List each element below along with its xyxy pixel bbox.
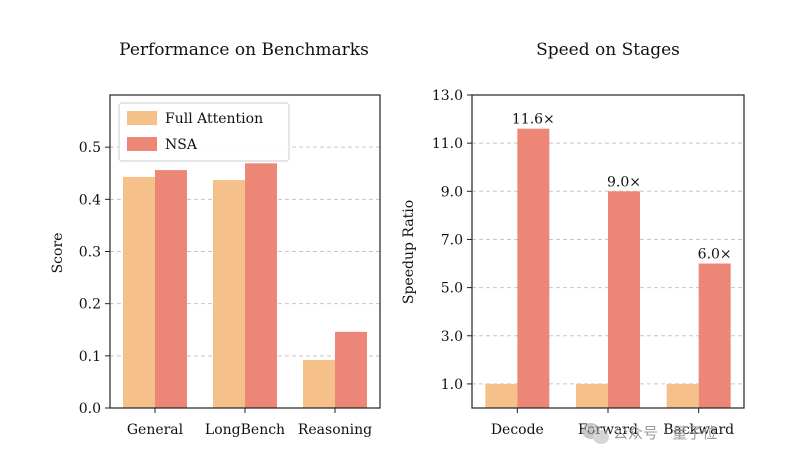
y-tick-label: 0.3	[79, 245, 101, 261]
x-tick-label-reasoning: Reasoning	[298, 422, 372, 438]
bar-nsa-reasoning	[335, 331, 367, 408]
y-tick-label: 9.0	[441, 184, 463, 200]
bar-full-attention-reasoning	[303, 360, 335, 408]
y-tick-label: 5.0	[441, 281, 463, 297]
chart-performance: Performance on Benchmarks Score 0.00.10.…	[50, 40, 381, 438]
y-tick-label: 0.0	[79, 401, 101, 417]
y-tick-label: 7.0	[441, 232, 463, 248]
x-tick-label-decode: Decode	[491, 422, 544, 438]
x-tick-label-general: General	[127, 422, 184, 438]
legend-swatch-nsa	[127, 137, 157, 151]
bar-full-attention-general	[123, 176, 155, 408]
wechat-icon	[582, 423, 609, 444]
legend-label-full-attention: Full Attention	[165, 111, 263, 127]
y-tick-label: 1.0	[441, 377, 463, 393]
y-tick-label: 0.5	[79, 140, 101, 156]
y-axis-label: Score	[50, 233, 66, 274]
y-tick-label: 3.0	[441, 329, 463, 345]
y-tick-label: 0.4	[79, 192, 101, 208]
chart-speed: Speed on Stages Speedup Ratio 1.0 3.0 5.0 7…	[401, 40, 745, 438]
bars	[123, 163, 367, 408]
bars	[485, 128, 731, 408]
bar-nsa-backward	[698, 263, 731, 408]
bar-nsa-longbench	[245, 163, 277, 408]
legend-label-nsa: NSA	[165, 137, 198, 153]
chart-title: Speed on Stages	[536, 40, 680, 60]
data-label-backward: 6.0×	[698, 247, 732, 263]
y-tick-label: 13.0	[432, 88, 463, 104]
bar-nsa-general	[155, 170, 187, 408]
bar-full-attention-backward	[666, 383, 699, 408]
x-tick-label-backward: Backward	[663, 422, 734, 438]
chart-title: Performance on Benchmarks	[119, 40, 369, 60]
legend-swatch-full-attention	[127, 111, 157, 125]
data-labels: 11.6× 9.0× 6.0×	[512, 112, 732, 263]
watermark: 公众号 · 量子位	[582, 423, 717, 444]
bar-full-attention-forward	[576, 383, 608, 408]
data-label-decode: 11.6×	[512, 112, 555, 128]
bar-full-attention-longbench	[213, 180, 245, 408]
y-axis-label: Speedup Ratio	[401, 200, 417, 304]
bar-nsa-forward	[608, 191, 640, 408]
watermark-text: 公众号 · 量子位	[613, 424, 717, 442]
legend: Full Attention NSA	[118, 102, 290, 162]
bar-full-attention-decode	[485, 383, 518, 408]
y-tick-label: 0.2	[79, 297, 101, 313]
bar-nsa-decode	[517, 128, 550, 408]
ticks: 0.0 0.1 0.2 0.3 0.4 0.5 General LongBench Reason…	[79, 140, 372, 438]
legend-box	[118, 102, 290, 162]
y-tick-label: 0.1	[79, 349, 101, 365]
data-label-forward: 9.0×	[607, 174, 641, 190]
y-tick-label: 11.0	[432, 136, 463, 152]
x-tick-label-longbench: LongBench	[205, 422, 285, 438]
